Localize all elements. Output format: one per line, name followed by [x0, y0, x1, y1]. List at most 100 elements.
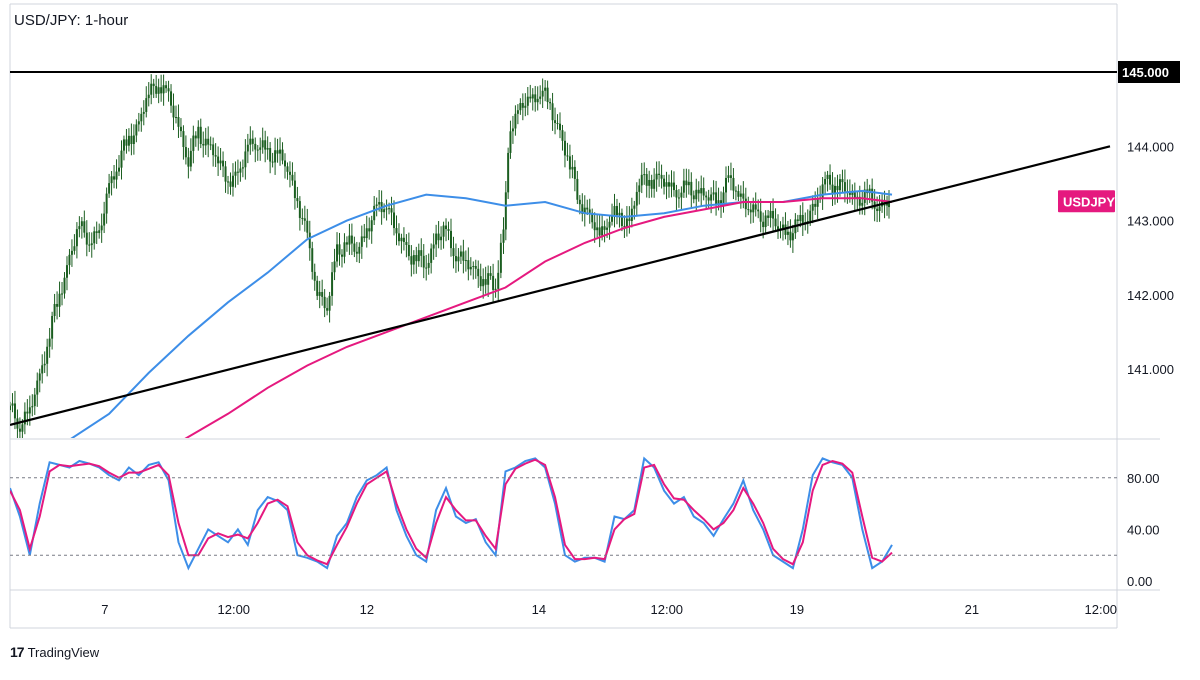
candle-body — [286, 166, 289, 172]
candle-body — [412, 255, 415, 265]
candle-body — [442, 225, 445, 237]
candle-body — [769, 210, 772, 218]
candle-body — [360, 236, 363, 247]
candle-body — [422, 255, 425, 268]
candle-body — [489, 273, 492, 276]
candle-body — [858, 196, 861, 206]
candle-body — [78, 226, 81, 230]
candle-body — [160, 87, 163, 94]
candle-body — [405, 241, 408, 245]
candle-body — [202, 143, 205, 146]
candle-body — [677, 197, 680, 199]
candle-body — [264, 140, 267, 150]
candle-body — [31, 406, 34, 408]
candle-body — [435, 233, 438, 245]
candle-body — [105, 193, 108, 214]
candle-body — [301, 217, 304, 219]
symbol-tag — [1058, 190, 1115, 213]
candle-body — [113, 176, 116, 180]
candle-body — [692, 195, 695, 200]
candle-body — [199, 126, 202, 144]
candle-body — [561, 130, 564, 141]
candle-body — [516, 110, 519, 114]
candle-body — [43, 363, 46, 366]
candle-body — [323, 296, 326, 309]
candle-body — [33, 394, 36, 407]
candle-body — [214, 155, 217, 157]
candle-body — [256, 149, 259, 151]
candle-body — [18, 428, 21, 432]
candle-body — [581, 204, 584, 214]
candle-body — [536, 98, 539, 103]
candle-body — [876, 208, 879, 211]
candle-body — [841, 179, 844, 183]
candle-body — [781, 224, 784, 229]
candle-body — [814, 203, 817, 207]
candle-body — [58, 293, 61, 307]
candle-body — [63, 277, 66, 294]
time-tick-label: 12:00 — [218, 602, 251, 617]
candle-body — [135, 124, 138, 136]
candle-body — [231, 175, 234, 187]
candle-body — [172, 105, 175, 118]
candle-body — [670, 182, 673, 187]
candle-body — [645, 174, 648, 186]
candle-body — [259, 147, 262, 150]
candle-body — [274, 150, 277, 163]
candle-body — [479, 276, 482, 287]
candle-body — [400, 237, 403, 242]
candle-body — [343, 242, 346, 257]
candle-body — [487, 273, 490, 285]
candle-body — [321, 292, 324, 297]
candle-body — [762, 221, 765, 228]
candle-body — [95, 231, 98, 234]
candle-body — [306, 220, 309, 233]
candle-body — [331, 272, 334, 296]
candle-body — [142, 111, 145, 114]
candle-body — [789, 231, 792, 241]
candle-body — [137, 121, 140, 125]
candle-body — [353, 243, 356, 252]
candle-body — [393, 212, 396, 229]
candle-body — [710, 194, 713, 201]
candle-body — [219, 160, 222, 164]
candle-body — [831, 184, 834, 195]
candle-body — [249, 138, 252, 145]
candle-body — [749, 209, 752, 213]
candle-body — [650, 180, 653, 189]
candle-body — [774, 218, 777, 227]
candle-body — [447, 229, 450, 231]
candle-body — [591, 212, 594, 223]
candle-body — [204, 138, 207, 146]
candle-body — [340, 254, 343, 257]
candle-body — [851, 190, 854, 195]
candle-body — [563, 140, 566, 156]
candle-body — [777, 226, 780, 230]
symbol-tag-label: USDJPY — [1063, 194, 1115, 209]
stoch-tick-label: 40.00 — [1127, 522, 1160, 537]
stoch-tick-label: 0.00 — [1127, 574, 1152, 589]
candle-body — [383, 209, 386, 213]
candle-body — [179, 126, 182, 132]
candle-body — [757, 209, 760, 212]
candle-body — [284, 160, 286, 167]
tradingview-logo-icon: 17 — [10, 644, 25, 660]
candle-body — [531, 94, 534, 99]
candle-body — [668, 182, 671, 187]
candle-body — [551, 103, 554, 121]
candle-body — [118, 167, 121, 172]
candle-body — [110, 176, 113, 184]
tradingview-footer: 17 TradingView — [10, 644, 99, 660]
price-tick-label: 144.000 — [1127, 139, 1174, 154]
candle-body — [653, 179, 656, 189]
candle-body — [150, 83, 153, 95]
candle-body — [291, 174, 294, 181]
candle-body — [695, 189, 698, 200]
candle-body — [430, 248, 433, 263]
candle-body — [10, 405, 11, 411]
candle-body — [464, 260, 467, 262]
candle-body — [271, 161, 274, 163]
candle-body — [373, 205, 376, 221]
candle-body — [658, 173, 661, 175]
